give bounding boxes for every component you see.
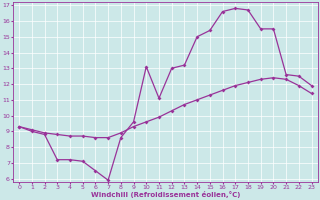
X-axis label: Windchill (Refroidissement éolien,°C): Windchill (Refroidissement éolien,°C) — [91, 191, 240, 198]
